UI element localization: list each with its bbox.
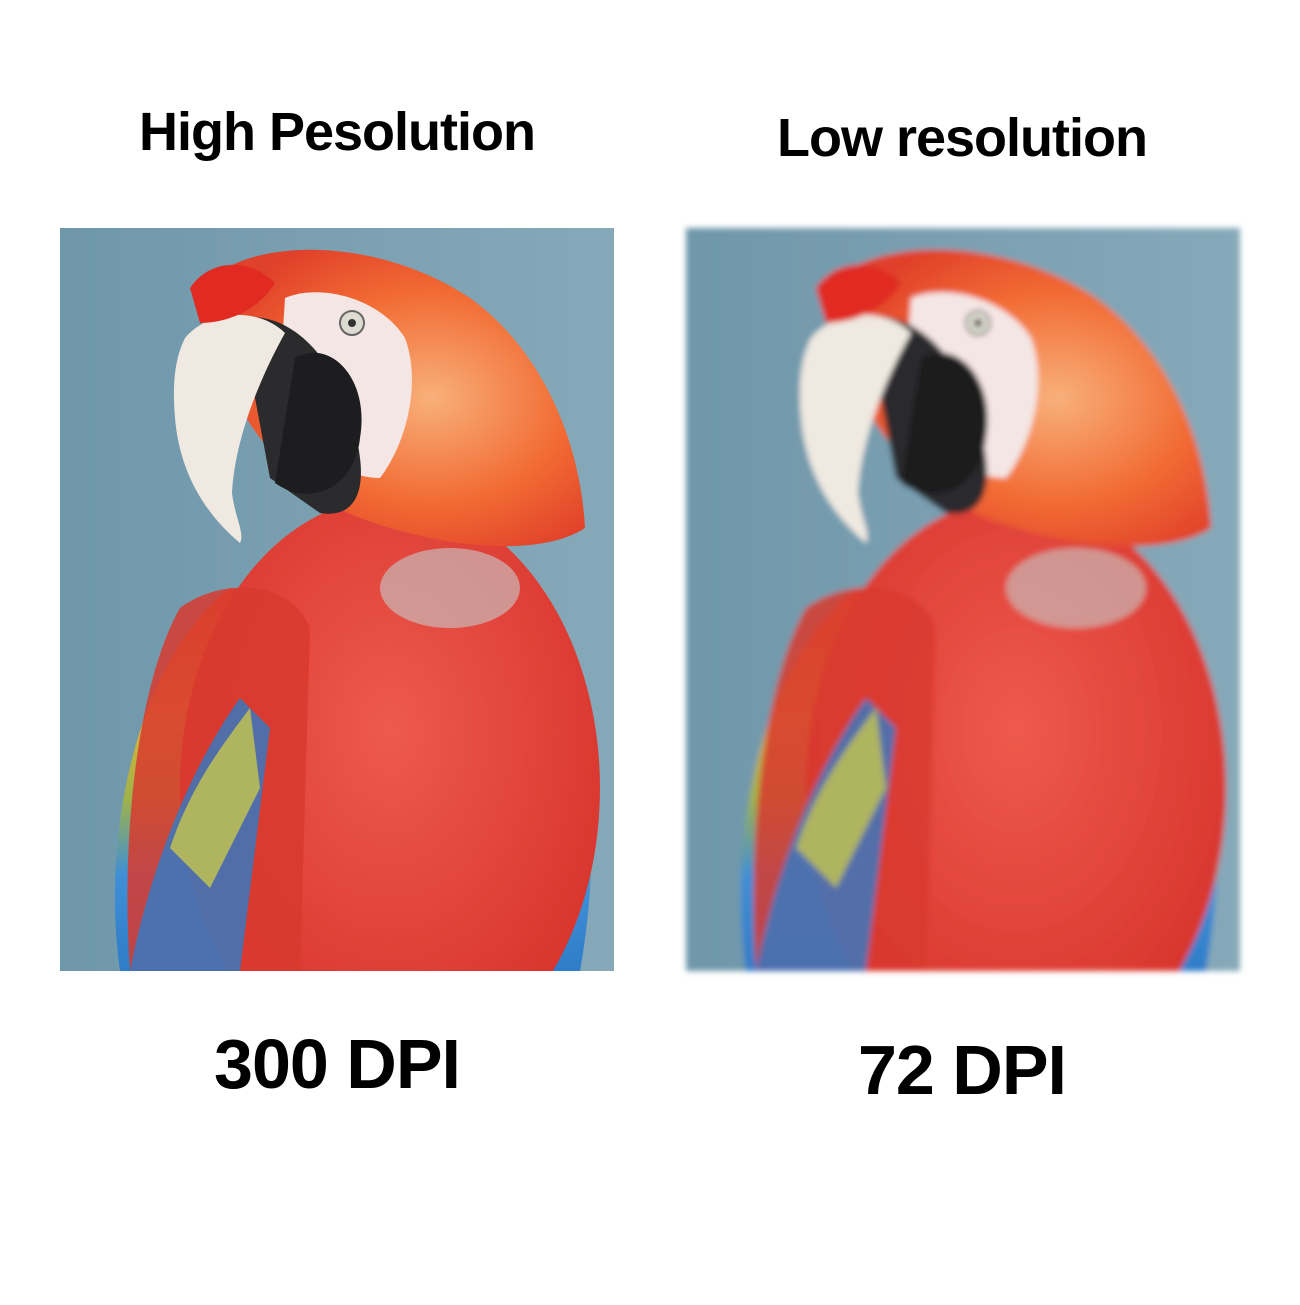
panel-caption: 72 DPI: [858, 1031, 1066, 1109]
parrot-photo: [686, 228, 1240, 1078]
panel-title: High Pesolution: [139, 102, 535, 162]
parrot-photo-sharp: [60, 228, 614, 1078]
panel-title: Low resolution: [777, 108, 1147, 168]
panel-caption: 300 DPI: [214, 1025, 460, 1103]
parrot-photo-blurred: [686, 228, 1240, 1078]
